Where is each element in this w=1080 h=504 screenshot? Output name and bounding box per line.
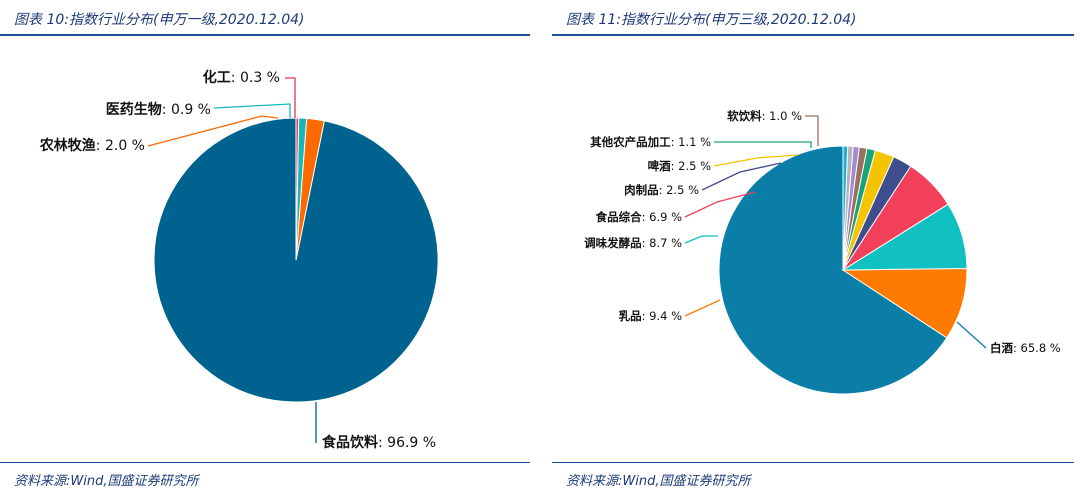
slice-label-separator: : — [231, 70, 240, 86]
chart-source: 资料来源:Wind,国盛证券研究所 — [566, 474, 751, 489]
leader-line-肉制品 — [701, 162, 782, 191]
slice-label-value: 2.5 % — [666, 183, 699, 197]
slice-label-value: 0.3 % — [240, 70, 280, 86]
slice-label-separator: : — [642, 236, 650, 250]
slice-label-name: 化工 — [203, 69, 231, 86]
pie-chart-shenwan-level3: 白酒: 65.8 % 乳品: 9.4 % 调味发酵品: 8.7 % 食品综合: 6.9… — [584, 109, 1061, 395]
slice-label-name: 白酒 — [990, 341, 1013, 355]
slice-label-name: 食品饮料 — [322, 434, 378, 451]
slice-label-name: 农林牧渔 — [39, 137, 96, 154]
slice-label-软饮料: 软饮料: 1.0 % — [727, 109, 802, 123]
slice-label-value: 2.0 % — [105, 138, 145, 154]
slice-label-value: 9.4 % — [649, 309, 682, 323]
pie-slice-unlabeled — [842, 145, 849, 271]
leader-line-调味发酵品 — [684, 235, 718, 244]
slice-label-啤酒: 啤酒: 2.5 % — [648, 159, 711, 173]
leader-line-农林牧渔 — [147, 115, 279, 147]
leader-line-软饮料 — [805, 115, 819, 146]
slice-label-name: 软饮料 — [727, 109, 762, 123]
leader-line-医药生物 — [213, 103, 291, 118]
slice-label-value: 8.7 % — [649, 236, 682, 250]
slice-label-医药生物: 医药生物: 0.9 % — [106, 101, 211, 118]
slice-label-name: 啤酒 — [648, 159, 671, 173]
slice-label-separator: : — [1013, 341, 1021, 355]
slice-label-separator: : — [96, 138, 105, 154]
slice-label-separator: : — [659, 183, 667, 197]
slice-label-name: 医药生物 — [106, 101, 162, 118]
left-chart-panel: 图表 10:指数行业分布(申万一级,2020.12.04) 食品饮料: 96.9… — [0, 0, 536, 504]
slice-label-白酒: 白酒: 65.8 % — [990, 341, 1061, 355]
slice-label-调味发酵品: 调味发酵品: 8.7 % — [584, 236, 682, 250]
slice-label-化工: 化工: 0.3 % — [203, 69, 280, 86]
slice-label-name: 调味发酵品 — [584, 236, 642, 250]
pie-slice-白酒 — [718, 145, 948, 395]
source-rule — [0, 462, 530, 463]
slice-label-食品饮料: 食品饮料: 96.9 % — [322, 434, 436, 451]
slice-label-农林牧渔: 农林牧渔: 2.0 % — [39, 137, 145, 154]
caption-rule — [0, 34, 530, 36]
slice-label-食品综合: 食品综合: 6.9 % — [596, 210, 682, 224]
source-rule — [552, 462, 1074, 463]
slice-label-name: 其他农产品加工 — [590, 135, 671, 149]
slice-label-value: 0.9 % — [171, 102, 211, 118]
leader-line-其他农产品加工 — [714, 141, 812, 148]
slice-label-name: 乳品 — [619, 309, 642, 323]
slice-label-name: 肉制品 — [624, 183, 659, 197]
chart-source: 资料来源:Wind,国盛证券研究所 — [14, 474, 199, 489]
slice-label-separator: : — [671, 159, 679, 173]
slice-label-其他农产品加工: 其他农产品加工: 1.1 % — [590, 135, 711, 149]
slice-label-separator: : — [642, 210, 650, 224]
leader-line-化工 — [285, 77, 296, 118]
slice-label-name: 食品综合 — [596, 210, 642, 224]
slice-label-value: 1.0 % — [769, 109, 802, 123]
pie-chart-shenwan-level1: 食品饮料: 96.9 % 农林牧渔: 2.0 % 医药生物: 0.9 % 化工: 0.… — [39, 69, 439, 451]
chart-caption: 图表 10:指数行业分布(申万一级,2020.12.04) — [14, 12, 305, 28]
slice-label-separator: : — [642, 309, 650, 323]
slice-label-value: 1.1 % — [678, 135, 711, 149]
slice-label-separator: : — [671, 135, 679, 149]
chart-caption: 图表 11:指数行业分布(申万三级,2020.12.04) — [566, 12, 857, 28]
pie-slice-化工 — [295, 117, 300, 261]
slice-label-separator: : — [378, 435, 387, 451]
caption-rule — [552, 34, 1074, 36]
slice-label-value: 2.5 % — [678, 159, 711, 173]
right-chart-panel: 图表 11:指数行业分布(申万三级,2020.12.04) 白酒: 65.8 %… — [552, 0, 1080, 504]
slice-label-separator: : — [162, 102, 171, 118]
slice-label-value: 65.8 % — [1021, 341, 1061, 355]
slice-label-separator: : — [762, 109, 770, 123]
leader-line-啤酒 — [713, 154, 799, 167]
leader-line-乳品 — [684, 299, 721, 317]
slice-label-乳品: 乳品: 9.4 % — [619, 309, 682, 323]
slice-label-value: 6.9 % — [649, 210, 682, 224]
slice-label-肉制品: 肉制品: 2.5 % — [624, 183, 699, 197]
leader-line-白酒 — [956, 321, 987, 349]
slice-label-value: 96.9 % — [387, 435, 436, 451]
leader-line-食品综合 — [684, 191, 756, 218]
